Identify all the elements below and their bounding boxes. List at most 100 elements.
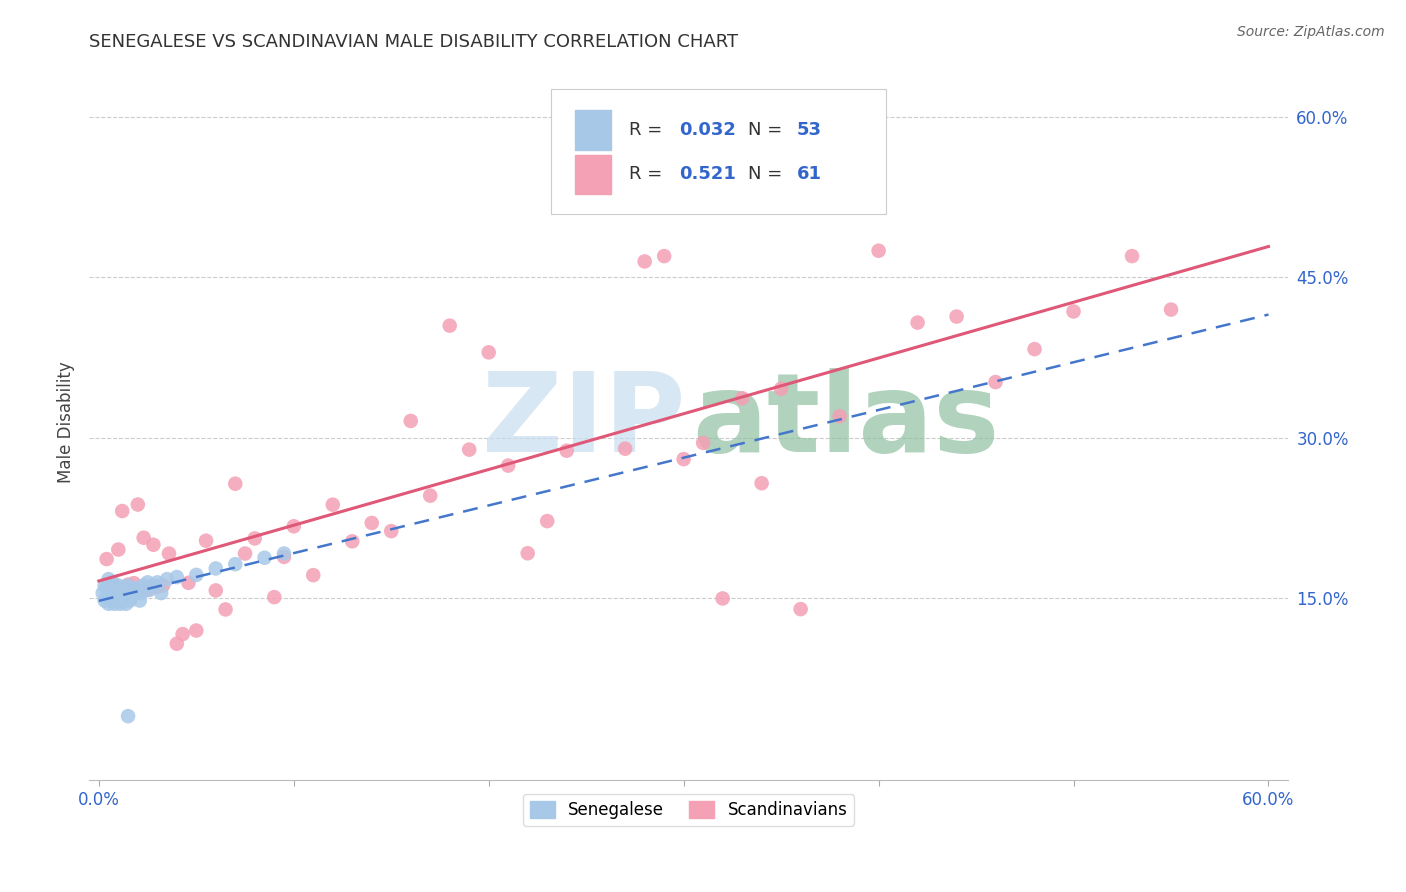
Point [186, 567, 208, 582]
Point [166, 637, 188, 651]
Text: SENEGALESE VS SCANDINAVIAN MALE DISABILITY CORRELATION CHART: SENEGALESE VS SCANDINAVIAN MALE DISABILI… [89, 33, 738, 51]
Point [111, 586, 134, 600]
Point [128, 593, 150, 607]
Point [283, 519, 305, 533]
Point [110, 581, 132, 595]
Point [111, 504, 134, 518]
Point [125, 586, 148, 600]
Point [91, 586, 114, 600]
Point [731, 391, 754, 405]
Point [152, 578, 174, 592]
Point [360, 516, 382, 530]
Point [97, 582, 120, 597]
Bar [575, 154, 610, 194]
Point [115, 581, 138, 595]
Point [117, 586, 139, 600]
Point [117, 709, 139, 723]
Point [439, 318, 461, 333]
Point [156, 572, 179, 586]
Text: 0.032: 0.032 [679, 120, 735, 139]
Point [204, 583, 226, 598]
Point [96, 552, 118, 566]
Point [263, 590, 285, 604]
Text: 61: 61 [796, 165, 821, 183]
Point [575, 142, 598, 156]
Y-axis label: Male Disability: Male Disability [58, 361, 75, 483]
Point [138, 582, 160, 597]
FancyBboxPatch shape [551, 88, 886, 214]
Point [111, 593, 134, 607]
Point [166, 570, 188, 584]
Point [127, 581, 149, 595]
Point [224, 558, 246, 572]
Point [380, 524, 402, 538]
Point [177, 575, 200, 590]
Point [342, 534, 364, 549]
Point [595, 195, 617, 210]
Point [652, 249, 675, 263]
Point [150, 586, 173, 600]
Point [103, 597, 125, 611]
Point [103, 581, 125, 595]
Point [789, 602, 811, 616]
Point [614, 442, 637, 456]
Point [233, 547, 256, 561]
Point [672, 452, 695, 467]
Point [96, 589, 118, 603]
Text: R =: R = [628, 120, 668, 139]
Point [127, 498, 149, 512]
Point [172, 627, 194, 641]
Point [112, 582, 135, 597]
Point [302, 568, 325, 582]
Point [118, 593, 141, 607]
Point [751, 476, 773, 491]
Point [1160, 302, 1182, 317]
Point [117, 578, 139, 592]
Point [97, 597, 120, 611]
Text: R =: R = [628, 165, 668, 183]
Bar [575, 110, 610, 150]
Point [555, 443, 578, 458]
Point [516, 546, 538, 560]
Point [93, 578, 115, 592]
Point [496, 458, 519, 473]
Point [273, 549, 295, 564]
Point [105, 593, 128, 607]
Point [1121, 249, 1143, 263]
Legend: Senegalese, Scandinavians: Senegalese, Scandinavians [523, 794, 853, 826]
Point [399, 414, 422, 428]
Point [224, 476, 246, 491]
Text: Source: ZipAtlas.com: Source: ZipAtlas.com [1237, 25, 1385, 39]
Text: N =: N = [748, 165, 789, 183]
Point [1024, 342, 1046, 356]
Point [131, 586, 153, 600]
Text: ZIP: ZIP [482, 368, 685, 475]
Point [478, 345, 501, 359]
Text: atlas: atlas [692, 368, 1000, 475]
Point [945, 310, 967, 324]
Point [1063, 304, 1085, 318]
Point [122, 582, 145, 597]
Point [458, 442, 481, 457]
Point [97, 572, 120, 586]
Text: 53: 53 [796, 120, 821, 139]
Point [984, 375, 1007, 389]
Point [243, 532, 266, 546]
Point [101, 589, 124, 603]
Point [868, 244, 890, 258]
Point [828, 409, 851, 424]
Point [96, 581, 118, 595]
Point [214, 602, 236, 616]
Point [105, 586, 128, 600]
Point [107, 542, 129, 557]
Text: N =: N = [748, 120, 789, 139]
Text: 0.521: 0.521 [679, 165, 735, 183]
Point [100, 586, 122, 600]
Point [195, 533, 218, 548]
Point [107, 582, 129, 597]
Point [136, 582, 159, 597]
Point [121, 589, 143, 603]
Point [93, 593, 115, 607]
Point [107, 578, 129, 592]
Point [907, 316, 929, 330]
